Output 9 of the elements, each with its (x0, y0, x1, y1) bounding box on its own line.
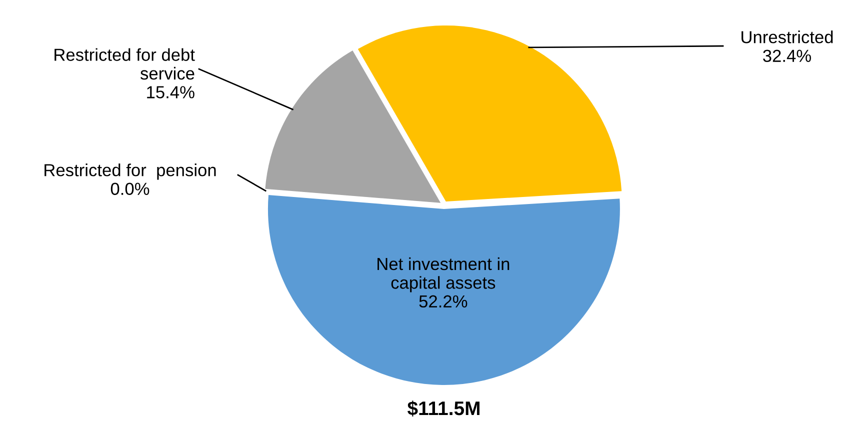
slice-label: Restricted for debt service (54, 48, 195, 80)
slice-label: Unrestricted (742, 30, 833, 44)
data-label: 52.2% (419, 295, 468, 308)
data-label: 32.4% (763, 50, 811, 62)
text: 0.0% (110, 182, 150, 196)
data-label: 15.4% (147, 86, 194, 98)
slice-label: Net investment in capital assets (378, 257, 510, 292)
text: $111.5M (407, 400, 480, 416)
legend-label: Restricted for pension (44, 164, 216, 180)
